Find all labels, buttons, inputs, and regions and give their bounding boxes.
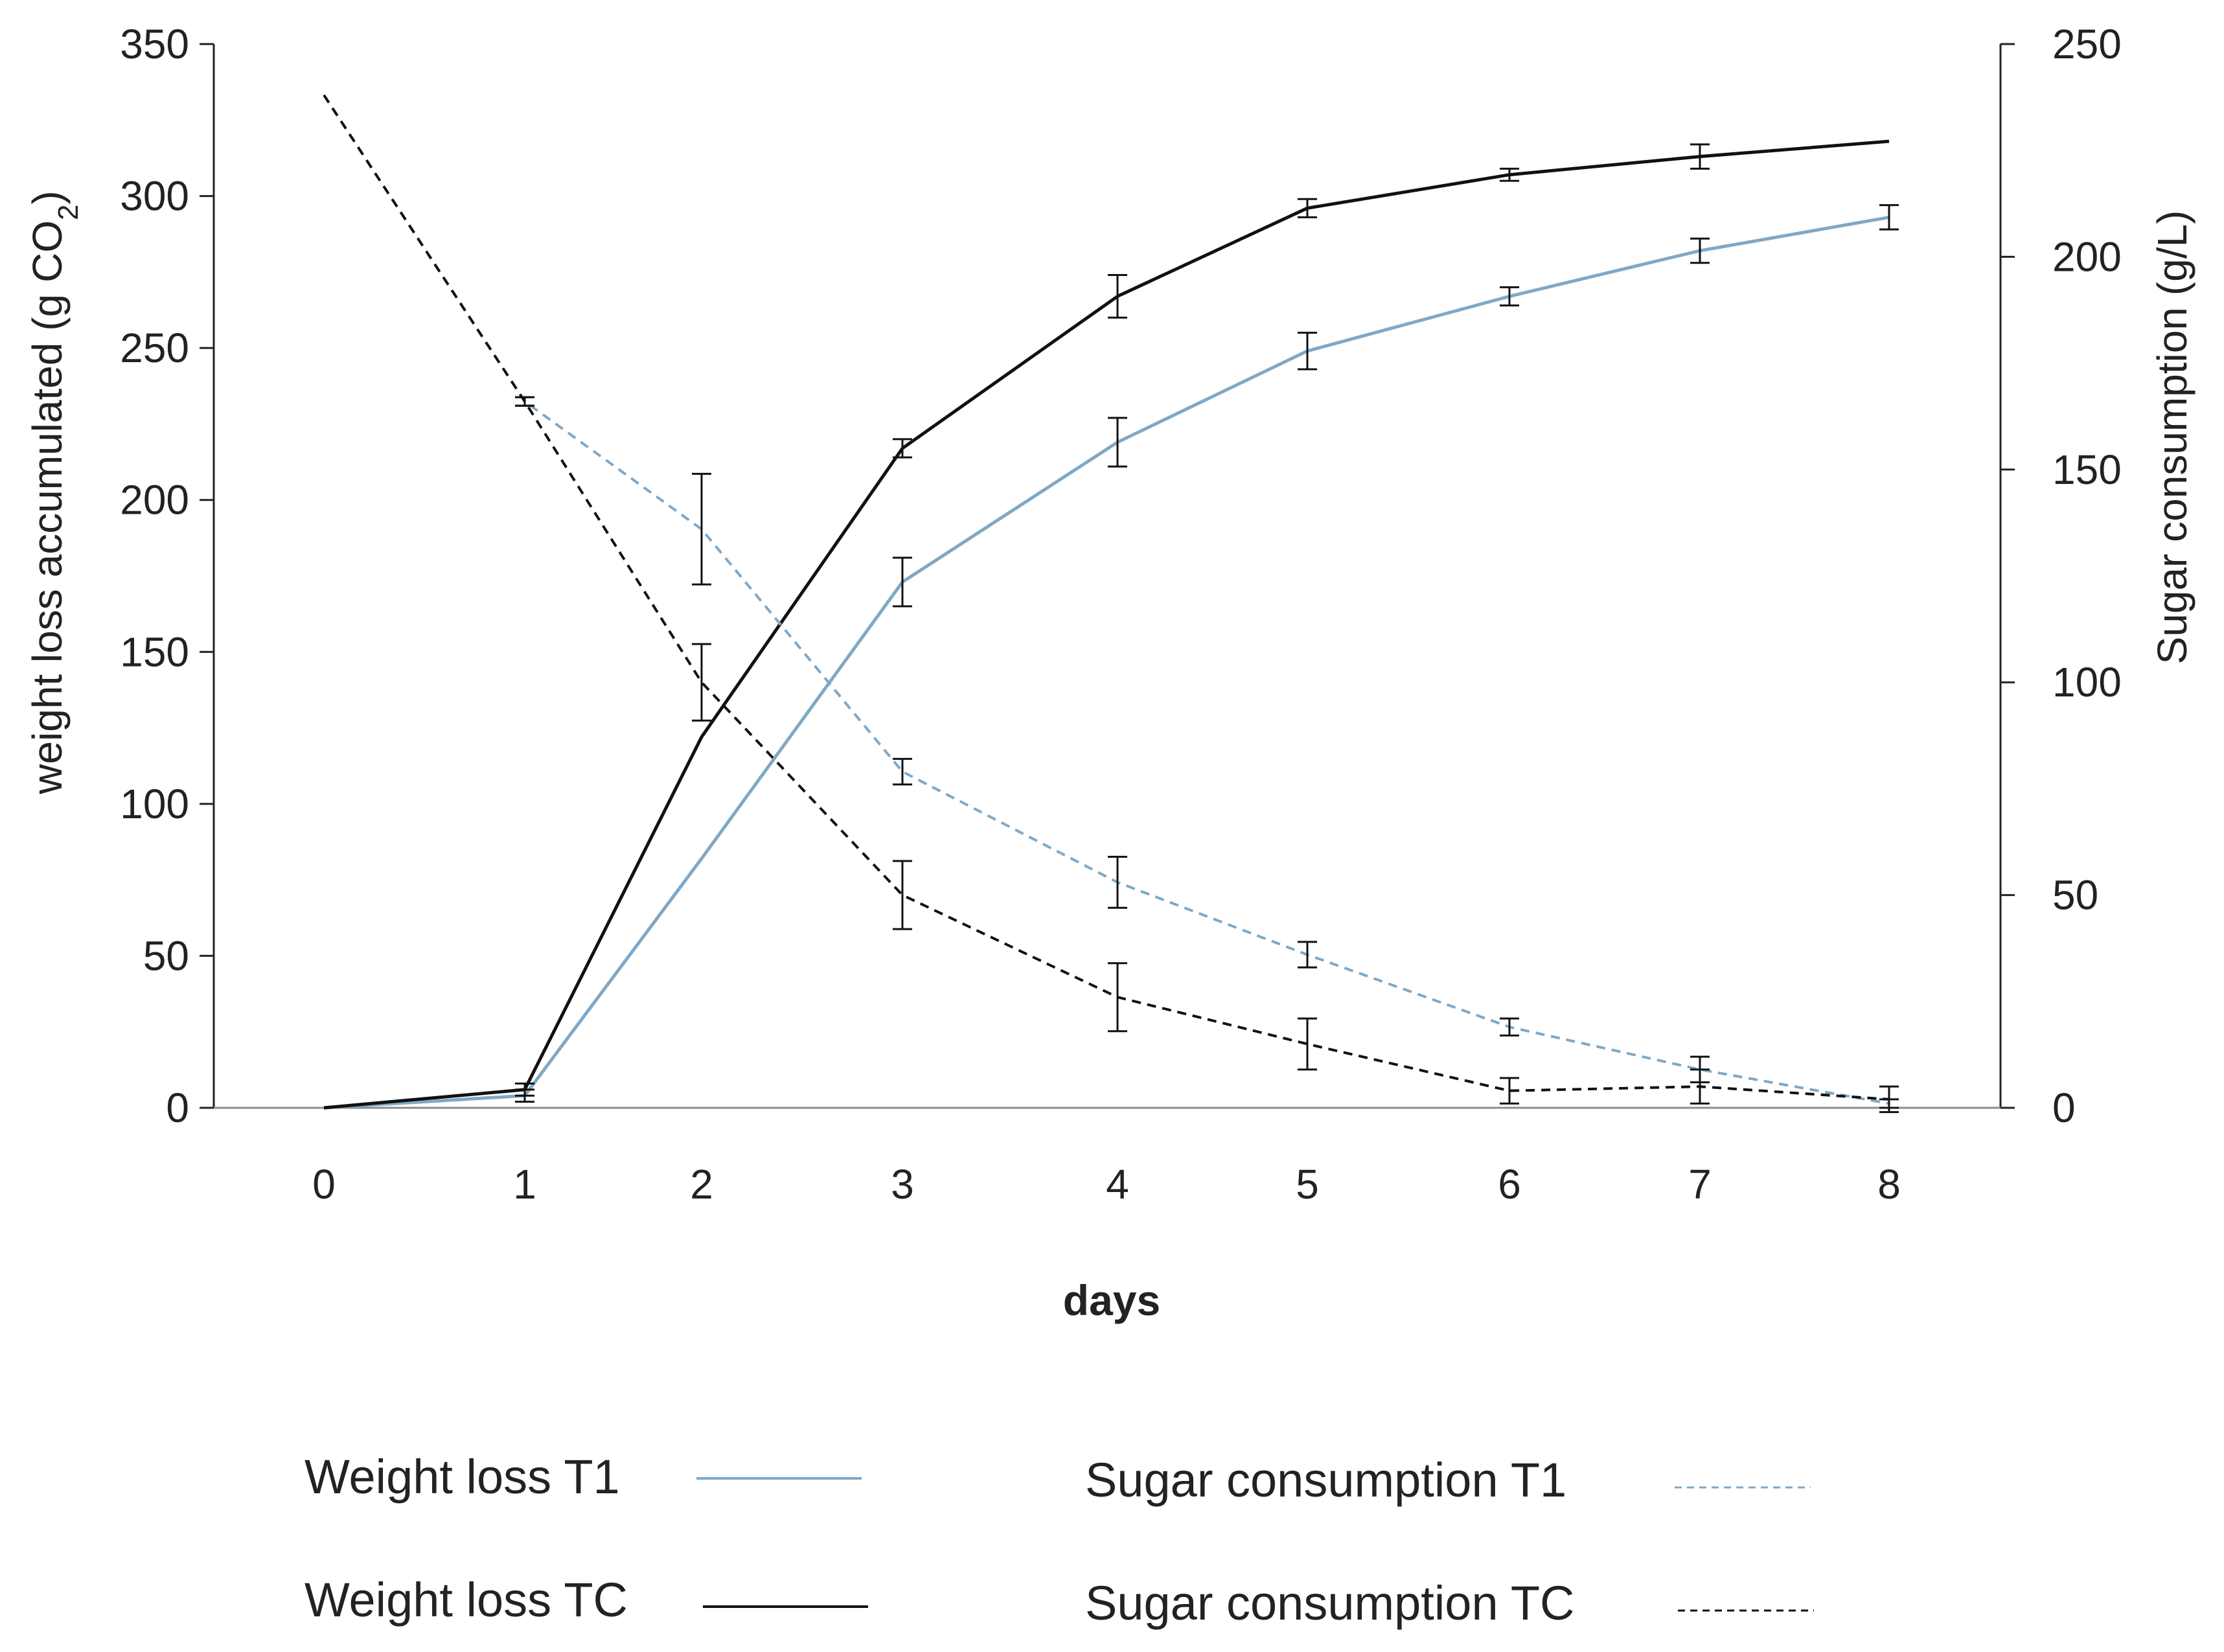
error-bar [893,438,912,459]
x-tick-label: 1 [513,1161,536,1208]
error-bar [1500,1017,1519,1037]
error-bar [1108,855,1127,909]
error-bar [893,860,912,930]
y-left-tick-label: 50 [143,932,189,979]
legend-label: Weight loss TC [304,1573,628,1627]
y-left-tick-label: 150 [120,628,189,675]
x-tick-label: 5 [1296,1161,1319,1208]
y-left-tick-label: 0 [166,1084,189,1131]
error-bar [1298,198,1317,218]
y-axis-right-title: Sugar consumption (g/L) [2149,211,2195,665]
series-line [323,215,1890,1110]
x-tick-label: 4 [1106,1161,1129,1208]
y-axis-left-title-subscript: 2 [52,205,84,220]
y-right-tick-label: 250 [2052,21,2122,67]
legend-item-weight-loss-tc: Weight loss TC [304,1573,868,1627]
legend-label: Sugar consumption T1 [1085,1453,1566,1507]
error-bar [515,396,534,407]
error-bar [1690,143,1710,170]
error-bar [1500,167,1519,182]
series-line [323,94,1890,1101]
legend-item-sugar-consumption-t1: Sugar consumption T1 [1085,1453,1811,1507]
series-layer [323,94,1899,1114]
y-left-tick-label: 350 [120,21,189,67]
y-left-tick-label: 100 [120,781,189,827]
y-axis-left-title-end: ) [24,190,71,204]
y-left-tick-label: 250 [120,325,189,371]
legend-label: Sugar consumption TC [1085,1576,1574,1630]
series-sugar-consumption-tc [323,94,1899,1114]
error-bar [1690,1068,1710,1105]
legend-item-sugar-consumption-tc: Sugar consumption TC [1085,1576,1814,1630]
error-bar [1298,332,1317,371]
legend-item-weight-loss-t1: Weight loss T1 [304,1450,862,1504]
y-right-tick-label: 200 [2052,233,2122,280]
y-right-tick-label: 150 [2052,446,2122,493]
y-right-tick-label: 0 [2052,1084,2076,1131]
error-bar [1298,1017,1317,1071]
error-bar [1879,204,1899,231]
axes: 0 50 100 150 200 250 300 350 0 50 100 150 200 250 0 1 2 3… [120,21,2122,1208]
x-tick-label: 0 [312,1161,336,1208]
error-bar [1108,962,1127,1033]
error-bar [1108,274,1127,319]
y-axis-left-title: weight loss accumulated (g CO2) [24,190,84,795]
error-bar [1500,1077,1519,1105]
series-weight-loss-tc [323,139,1890,1110]
series-line [323,139,1890,1110]
series-weight-loss-t1 [323,204,1899,1110]
error-bar [1298,941,1317,969]
x-tick-label: 3 [891,1161,914,1208]
x-tick-label: 2 [690,1161,713,1208]
y-left-tick-label: 300 [120,173,189,220]
legend-label: Weight loss T1 [304,1450,620,1504]
error-bar [692,472,711,586]
y-left-tick-label: 200 [120,477,189,523]
error-bar [893,556,912,608]
error-bar [1690,237,1710,264]
x-tick-label: 6 [1498,1161,1521,1208]
series-line [323,94,1890,1105]
error-bar [893,757,912,786]
series-sugar-consumption-t1 [323,94,1899,1109]
y-right-tick-label: 100 [2052,659,2122,706]
x-axis-title: days [1063,1276,1160,1324]
x-tick-label: 8 [1877,1161,1901,1208]
error-bar [1879,1085,1899,1114]
error-bar [1500,286,1519,306]
error-bar [1108,417,1127,468]
x-tick-label: 7 [1688,1161,1712,1208]
legend: Weight loss T1 Weight loss TC Sugar consum… [304,1450,1814,1630]
y-right-tick-label: 50 [2052,872,2098,919]
error-bar [692,643,711,722]
y-axis-left-title-main: weight loss accumulated (g CO [24,220,71,795]
error-bar [515,1082,534,1097]
